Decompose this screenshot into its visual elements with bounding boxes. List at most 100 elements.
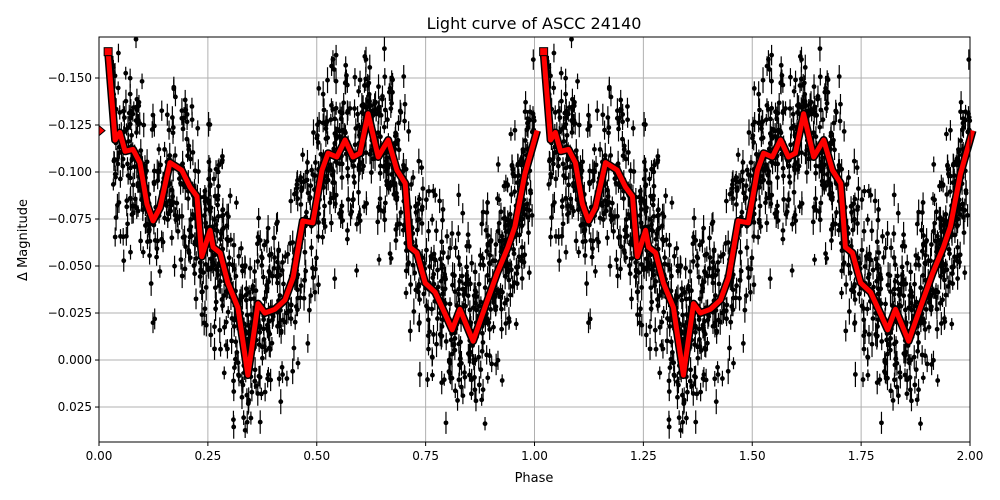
- data-point: [896, 292, 902, 298]
- data-point: [887, 347, 893, 353]
- data-point: [735, 152, 741, 158]
- data-point: [960, 201, 965, 207]
- data-point: [769, 78, 774, 84]
- data-point: [573, 238, 579, 244]
- data-point: [473, 398, 479, 404]
- data-point: [138, 238, 144, 244]
- data-point: [433, 228, 439, 234]
- data-point: [903, 281, 909, 287]
- data-point: [741, 190, 747, 196]
- data-point: [233, 273, 239, 279]
- data-point: [429, 217, 435, 223]
- data-point: [592, 169, 598, 174]
- data-point: [188, 156, 193, 162]
- data-point: [638, 206, 644, 212]
- data-point: [339, 175, 345, 180]
- data-point: [797, 204, 803, 210]
- data-point: [753, 151, 759, 157]
- data-point: [245, 323, 251, 328]
- data-point: [419, 165, 425, 171]
- data-point: [332, 276, 338, 282]
- data-point: [818, 200, 824, 206]
- data-point: [339, 110, 345, 116]
- data-point: [113, 174, 118, 180]
- data-point: [950, 162, 956, 168]
- data-point: [308, 293, 314, 298]
- data-point: [275, 323, 280, 329]
- data-point: [316, 219, 321, 225]
- data-point: [485, 375, 491, 381]
- data-point: [788, 74, 793, 80]
- data-point: [276, 247, 282, 253]
- data-point: [859, 197, 865, 203]
- data-point: [679, 297, 685, 303]
- data-point: [207, 167, 213, 173]
- data-point: [618, 97, 624, 103]
- data-point: [180, 126, 186, 132]
- data-point: [749, 255, 755, 261]
- data-point: [671, 253, 677, 259]
- data-point: [751, 234, 757, 240]
- data-point: [217, 236, 223, 242]
- data-point: [392, 133, 398, 139]
- data-point: [612, 214, 618, 219]
- data-point: [963, 117, 968, 123]
- data-point: [416, 284, 422, 289]
- data-point: [949, 264, 955, 270]
- data-point: [947, 189, 953, 195]
- data-point: [190, 212, 196, 217]
- data-point: [497, 238, 503, 244]
- data-point: [696, 326, 702, 332]
- data-point: [641, 267, 647, 273]
- data-point: [702, 345, 708, 351]
- data-point: [238, 245, 244, 251]
- data-point: [356, 189, 361, 195]
- data-point: [633, 260, 639, 265]
- data-point: [252, 367, 258, 373]
- data-point: [852, 217, 858, 222]
- data-point: [479, 221, 485, 227]
- data-point: [657, 324, 663, 330]
- data-point: [127, 75, 133, 81]
- data-point: [780, 236, 786, 242]
- data-point: [791, 189, 797, 195]
- data-point: [666, 424, 672, 430]
- data-point: [556, 258, 562, 264]
- data-point: [301, 295, 307, 301]
- data-point: [715, 364, 720, 370]
- data-point: [425, 306, 431, 311]
- data-point: [690, 259, 696, 264]
- data-point: [775, 203, 780, 209]
- data-point: [469, 260, 475, 266]
- data-point: [932, 220, 938, 226]
- data-point: [922, 261, 928, 267]
- data-point: [711, 247, 717, 253]
- data-point: [653, 346, 659, 352]
- data-point: [231, 324, 237, 329]
- data-point: [895, 273, 900, 279]
- data-point: [861, 188, 867, 194]
- data-point: [499, 306, 504, 312]
- data-point: [893, 339, 899, 345]
- data-point: [305, 190, 311, 196]
- data-point: [852, 372, 858, 377]
- data-point: [257, 238, 263, 243]
- data-point: [605, 194, 611, 199]
- data-point: [850, 227, 856, 233]
- data-point: [524, 201, 530, 207]
- data-point: [560, 221, 566, 227]
- data-point: [565, 157, 570, 163]
- data-point: [661, 309, 667, 315]
- data-point: [584, 281, 590, 286]
- data-point: [382, 74, 388, 80]
- data-point: [432, 192, 438, 198]
- data-point: [432, 257, 438, 263]
- data-point: [587, 123, 593, 129]
- data-point: [117, 176, 123, 182]
- data-point: [698, 389, 704, 395]
- data-point: [488, 238, 494, 243]
- data-point: [256, 342, 262, 348]
- data-point: [715, 268, 721, 273]
- data-point: [890, 398, 896, 403]
- data-point: [759, 179, 765, 185]
